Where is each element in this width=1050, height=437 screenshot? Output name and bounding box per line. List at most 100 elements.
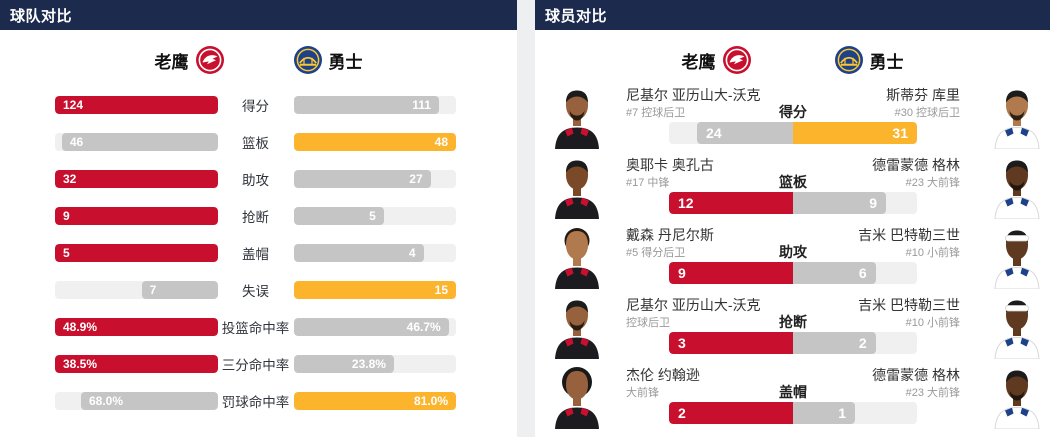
warriors-player-name[interactable]: 吉米 巴特勒三世 [858, 227, 960, 243]
hawks-stat-value: 48.9% [63, 319, 98, 334]
player-stat-detail: 奥耶卡 奥孔古 德雷蒙德 格林 #17 中锋 篮板 #23 大前锋 12 9 [626, 152, 960, 222]
hawks-stat-bar: 12 [669, 192, 793, 214]
hawks-player-name[interactable]: 杰伦 约翰逊 [626, 367, 700, 383]
stat-label: 盖帽 [242, 246, 269, 262]
stat-label: 抢断 [779, 314, 807, 330]
warriors-player-name[interactable]: 德雷蒙德 格林 [872, 367, 960, 383]
hawks-player-photo[interactable] [548, 152, 606, 222]
hawks-stat-bar: 9 [669, 262, 793, 284]
warriors-team-name: 勇士 [328, 52, 363, 72]
warriors-player-name[interactable]: 德雷蒙德 格林 [872, 157, 960, 173]
warriors-stat-bar: 27 [293, 169, 456, 188]
stat-label: 篮板 [779, 174, 807, 190]
warriors-player-photo[interactable] [988, 82, 1046, 152]
warriors-stat-value: 46.7% [406, 319, 441, 334]
hawks-player-photo[interactable] [548, 222, 606, 292]
team-stat-row: 124 得分 111 [0, 86, 517, 123]
warriors-stat-value: 111 [412, 97, 431, 112]
warriors-stat-bar: 15 [293, 280, 456, 299]
warriors-stat-value: 23.8% [351, 356, 386, 371]
player-stat-row: 戴森 丹尼尔斯 吉米 巴特勒三世 #5 得分后卫 助攻 #10 小前锋 9 6 [535, 222, 1050, 292]
hawks-player-name[interactable]: 尼基尔 亚历山大-沃克 [626, 297, 761, 313]
warriors-stat-bar: 6 [793, 262, 917, 284]
hawks-stat-value: 3 [678, 335, 686, 351]
hawks-player-position: 大前锋 [626, 387, 659, 399]
stat-label: 盖帽 [779, 384, 807, 400]
player-panel-header: 球员对比 [535, 0, 1050, 30]
stat-label: 助攻 [242, 172, 269, 188]
hawks-logo-icon [722, 46, 751, 74]
warriors-player-photo[interactable] [988, 222, 1046, 292]
warriors-player-position: #10 小前锋 [905, 247, 960, 259]
warriors-stat-bar: 46.7% [293, 317, 456, 336]
team-stat-row: 9 抢断 5 [0, 197, 517, 234]
warriors-stat-bar: 4 [293, 243, 456, 262]
stat-label: 失误 [242, 283, 269, 299]
hawks-stat-bar: 46 [55, 132, 218, 151]
team-stat-row: 46 篮板 48 [0, 123, 517, 160]
hawks-stat-bar: 9 [55, 206, 218, 225]
hawks-stat-value: 124 [63, 97, 84, 112]
warriors-team-link[interactable]: 勇士 [834, 46, 904, 74]
warriors-stat-bar: 1 [793, 402, 917, 424]
hawks-team-link[interactable]: 老鹰 [155, 46, 224, 74]
hawks-team-name: 老鹰 [154, 52, 189, 72]
warriors-stat-bar: 23.8% [293, 354, 456, 373]
hawks-stat-value: 2 [678, 405, 686, 421]
warriors-stat-bar: 31 [793, 122, 917, 144]
hawks-stat-value: 12 [678, 195, 694, 211]
hawks-player-position: #17 中锋 [626, 177, 670, 189]
warriors-player-photo[interactable] [988, 362, 1046, 432]
team-panel-title: 球队对比 [10, 7, 73, 25]
hawks-player-photo[interactable] [548, 82, 606, 152]
warriors-stat-value: 2 [858, 335, 867, 351]
hawks-team-link[interactable]: 老鹰 [682, 46, 751, 74]
hawks-stat-value: 38.5% [63, 356, 98, 371]
hawks-stat-bar: 68.0% [55, 391, 218, 410]
warriors-player-photo[interactable] [988, 152, 1046, 222]
hawks-player-position: #7 控球后卫 [626, 107, 686, 119]
team-stat-row: 32 助攻 27 [0, 160, 517, 197]
team-stat-row: 7 失误 15 [0, 271, 517, 308]
warriors-stat-bar: 2 [793, 332, 917, 354]
player-stat-detail: 戴森 丹尼尔斯 吉米 巴特勒三世 #5 得分后卫 助攻 #10 小前锋 9 6 [626, 222, 960, 292]
hawks-stat-bar: 124 [55, 95, 218, 114]
warriors-team-link[interactable]: 勇士 [293, 46, 363, 74]
stat-label: 抢断 [242, 209, 269, 225]
stat-label: 得分 [779, 104, 807, 120]
hawks-team-name: 老鹰 [681, 52, 716, 72]
player-stat-rows: 尼基尔 亚历山大-沃克 斯蒂芬 库里 #7 控球后卫 得分 #30 控球后卫 24 31 奥耶… [535, 82, 1050, 432]
warriors-stat-bar: 48 [293, 132, 456, 151]
warriors-player-name[interactable]: 吉米 巴特勒三世 [858, 297, 960, 313]
hawks-stat-value: 9 [678, 265, 686, 281]
team-stat-row: 38.5% 三分命中率 23.8% [0, 345, 517, 382]
stat-label: 篮板 [242, 135, 269, 151]
hawks-player-name[interactable]: 奥耶卡 奥孔古 [626, 157, 714, 173]
hawks-stat-bar: 24 [669, 122, 793, 144]
hawks-stat-value: 32 [63, 171, 77, 186]
player-compare-panel: 球员对比 老鹰 勇士 尼基尔 亚历山大-沃克 斯蒂芬 库里 #7 控球后卫 得分 #30… [535, 0, 1050, 437]
hawks-player-photo[interactable] [548, 292, 606, 362]
warriors-stat-value: 9 [869, 195, 877, 211]
hawks-stat-value: 68.0% [89, 393, 124, 408]
hawks-stat-value: 46 [69, 134, 84, 149]
warriors-player-name[interactable]: 斯蒂芬 库里 [886, 87, 960, 103]
warriors-logo-icon [293, 46, 322, 74]
player-stat-detail: 杰伦 约翰逊 德雷蒙德 格林 大前锋 盖帽 #23 大前锋 2 1 [626, 362, 960, 432]
hawks-logo-icon [195, 46, 224, 74]
hawks-player-name[interactable]: 尼基尔 亚历山大-沃克 [626, 87, 761, 103]
hawks-player-name[interactable]: 戴森 丹尼尔斯 [626, 227, 714, 243]
hawks-player-photo[interactable] [548, 362, 606, 432]
stat-label: 三分命中率 [221, 357, 290, 373]
hawks-stat-bar: 3 [669, 332, 793, 354]
team-stat-row: 68.0% 罚球命中率 81.0% [0, 382, 517, 419]
warriors-stat-value: 5 [369, 208, 376, 223]
hawks-stat-value: 5 [63, 245, 70, 260]
warriors-player-position: #23 大前锋 [905, 387, 960, 399]
warriors-player-photo[interactable] [988, 292, 1046, 362]
player-panel-title: 球员对比 [545, 7, 608, 25]
hawks-stat-bar: 38.5% [55, 354, 218, 373]
player-stat-bar: 12 9 [669, 192, 917, 214]
hawks-player-position: 控球后卫 [626, 317, 670, 329]
